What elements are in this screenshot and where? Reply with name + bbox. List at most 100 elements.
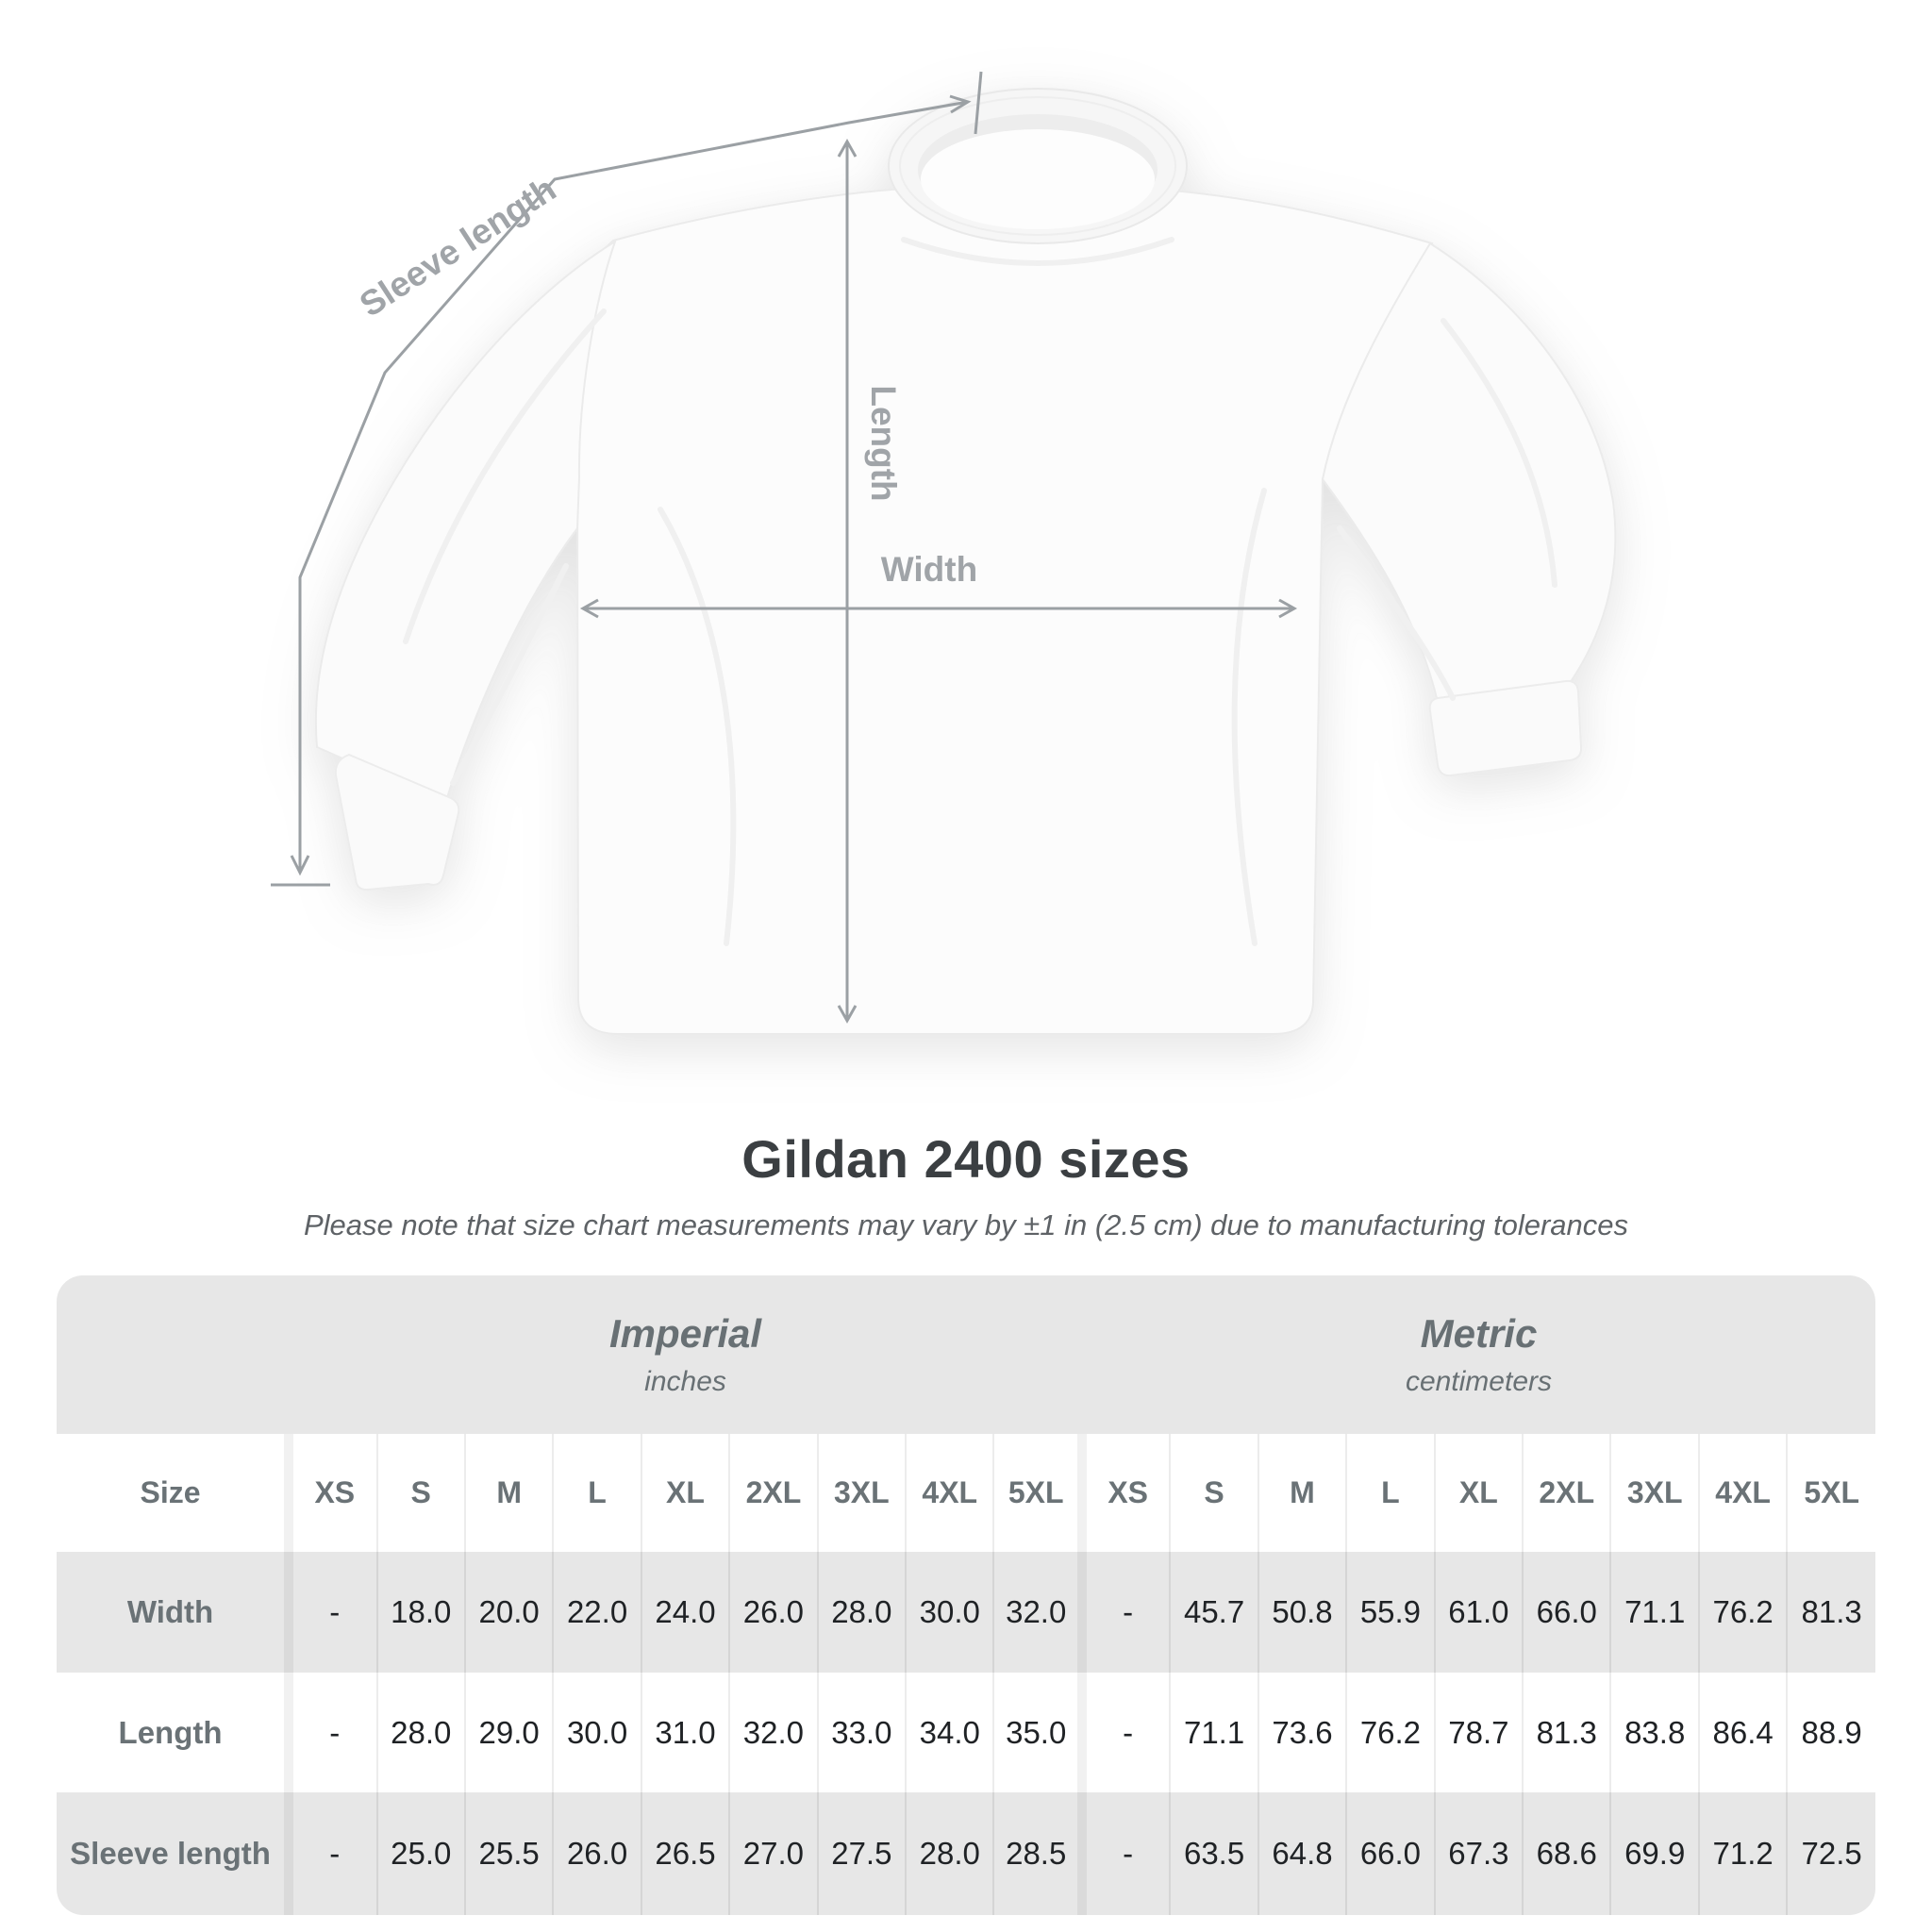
width-metric-xl: 61.0 — [1433, 1552, 1524, 1673]
length-metric-2xl: 81.3 — [1522, 1672, 1611, 1793]
size-header-metric-s: S — [1169, 1433, 1258, 1553]
shirt-size-diagram: Sleeve length Length Width — [271, 71, 1617, 1035]
length-label: Length — [864, 385, 903, 501]
size-header-metric-xs: XS — [1076, 1433, 1171, 1553]
width-imperial-xs: - — [284, 1552, 377, 1673]
width-metric-5xl: 81.3 — [1786, 1552, 1875, 1673]
size-header-metric-3xl: 3XL — [1609, 1433, 1699, 1553]
sleeve-metric-3xl: 69.9 — [1609, 1792, 1699, 1915]
table-row-length: Length - 28.0 29.0 30.0 31.0 32.0 33.0 3… — [57, 1672, 1875, 1793]
chart-title-block: Gildan 2400 sizes Please note that size … — [0, 1128, 1932, 1242]
size-header-imperial-s: S — [375, 1433, 465, 1553]
width-imperial-xl: 24.0 — [640, 1552, 730, 1673]
length-imperial-2xl: 32.0 — [728, 1672, 818, 1793]
size-header-metric-l: L — [1345, 1433, 1435, 1553]
width-label: Width — [881, 550, 977, 589]
right-cuff — [1428, 679, 1583, 777]
size-chart-table: Imperial inches Metric centimeters Size … — [57, 1275, 1875, 1915]
imperial-group-header: Imperial inches — [289, 1275, 1082, 1434]
width-imperial-m: 20.0 — [463, 1552, 554, 1673]
row-label-sleeve-length: Sleeve length — [70, 1836, 271, 1872]
collar — [888, 88, 1188, 244]
sleeve-length-label: Sleeve length — [353, 169, 562, 324]
metric-group-header: Metric centimeters — [1082, 1275, 1875, 1434]
length-metric-4xl: 86.4 — [1697, 1672, 1788, 1793]
width-metric-m: 50.8 — [1257, 1552, 1347, 1673]
length-metric-xl: 78.7 — [1433, 1672, 1524, 1793]
sleeve-metric-s: 63.5 — [1169, 1792, 1258, 1915]
length-metric-3xl: 83.8 — [1609, 1672, 1699, 1793]
size-header-row: Size XS S M L XL 2XL 3XL 4XL 5XL XS S M … — [57, 1433, 1875, 1553]
row-label-length: Length — [57, 1672, 290, 1793]
shirt-silhouette — [314, 88, 1617, 1035]
measurement-lines — [271, 71, 1298, 1024]
size-header-metric-2xl: 2XL — [1522, 1433, 1611, 1553]
width-imperial-s: 18.0 — [375, 1552, 465, 1673]
imperial-units: inches — [644, 1365, 726, 1397]
sleeve-imperial-m: 25.5 — [463, 1792, 554, 1915]
sleeve-imperial-l: 26.0 — [552, 1792, 641, 1915]
width-metric-xs: - — [1076, 1552, 1171, 1673]
unit-corner-cell — [57, 1275, 289, 1434]
sleeve-imperial-xs: - — [284, 1792, 377, 1915]
length-imperial-3xl: 33.0 — [816, 1672, 907, 1793]
imperial-label: Imperial — [608, 1310, 762, 1356]
left-cuff — [334, 753, 460, 891]
length-imperial-5xl: 35.0 — [992, 1672, 1082, 1793]
width-imperial-2xl: 26.0 — [728, 1552, 818, 1673]
length-imperial-s: 28.0 — [375, 1672, 465, 1793]
sleeve-metric-m: 64.8 — [1257, 1792, 1347, 1915]
width-metric-l: 55.9 — [1345, 1552, 1435, 1673]
size-header-imperial-4xl: 4XL — [905, 1433, 994, 1553]
table-row-width: Width - 18.0 20.0 22.0 24.0 26.0 28.0 30… — [57, 1552, 1875, 1673]
size-header-metric-4xl: 4XL — [1697, 1433, 1788, 1553]
sleeve-metric-5xl: 72.5 — [1786, 1792, 1875, 1915]
sleeve-length-line — [298, 100, 969, 872]
size-header-metric-m: M — [1257, 1433, 1347, 1553]
chart-title: Gildan 2400 sizes — [741, 1129, 1191, 1189]
metric-units: centimeters — [1405, 1365, 1552, 1397]
length-metric-m: 73.6 — [1257, 1672, 1347, 1793]
size-header-metric-xl: XL — [1433, 1433, 1524, 1553]
fabric-creases — [403, 237, 1557, 946]
table-row-sleeve-length: Sleeve length - 25.0 25.5 26.0 26.5 27.0… — [57, 1792, 1875, 1915]
size-header-imperial-5xl: 5XL — [992, 1433, 1082, 1553]
length-metric-s: 71.1 — [1169, 1672, 1258, 1793]
sleeve-imperial-4xl: 28.0 — [905, 1792, 994, 1915]
length-imperial-xl: 31.0 — [640, 1672, 730, 1793]
width-imperial-3xl: 28.0 — [816, 1552, 907, 1673]
length-metric-5xl: 88.9 — [1786, 1672, 1875, 1793]
sleeve-metric-xl: 67.3 — [1433, 1792, 1524, 1915]
width-imperial-4xl: 30.0 — [905, 1552, 994, 1673]
length-metric-xs: - — [1076, 1672, 1171, 1793]
size-header-imperial-xs: XS — [284, 1433, 377, 1553]
size-column-header: Size — [57, 1433, 290, 1553]
long-sleeve-shirt-illustration: Sleeve length Length Width — [271, 71, 1617, 1035]
length-imperial-xs: - — [284, 1672, 377, 1793]
sleeve-imperial-xl: 26.5 — [640, 1792, 730, 1915]
chart-subtitle: Please note that size chart measurements… — [303, 1208, 1629, 1241]
size-chart-table-container: Imperial inches Metric centimeters Size … — [57, 1275, 1875, 1915]
sleeve-metric-4xl: 71.2 — [1697, 1792, 1788, 1915]
size-header-imperial-xl: XL — [640, 1433, 730, 1553]
sleeve-metric-l: 66.0 — [1345, 1792, 1435, 1915]
metric-label: Metric — [1420, 1310, 1538, 1356]
sleeve-metric-xs: - — [1076, 1792, 1171, 1915]
width-imperial-5xl: 32.0 — [992, 1552, 1082, 1673]
row-label-width: Width — [126, 1594, 214, 1630]
sleeve-metric-2xl: 68.6 — [1522, 1792, 1611, 1915]
size-header-imperial-3xl: 3XL — [816, 1433, 907, 1553]
width-metric-s: 45.7 — [1169, 1552, 1258, 1673]
sleeve-imperial-3xl: 27.5 — [816, 1792, 907, 1915]
sleeve-imperial-s: 25.0 — [375, 1792, 465, 1915]
width-metric-4xl: 76.2 — [1697, 1552, 1788, 1673]
size-header-imperial-2xl: 2XL — [728, 1433, 818, 1553]
sleeve-imperial-5xl: 28.5 — [992, 1792, 1082, 1915]
length-metric-l: 76.2 — [1345, 1672, 1435, 1793]
size-header-imperial-l: L — [552, 1433, 641, 1553]
length-imperial-4xl: 34.0 — [905, 1672, 994, 1793]
size-header-metric-5xl: 5XL — [1786, 1433, 1875, 1553]
size-header-imperial-m: M — [463, 1433, 554, 1553]
sleeve-imperial-2xl: 27.0 — [728, 1792, 818, 1915]
width-metric-3xl: 71.1 — [1609, 1552, 1699, 1673]
